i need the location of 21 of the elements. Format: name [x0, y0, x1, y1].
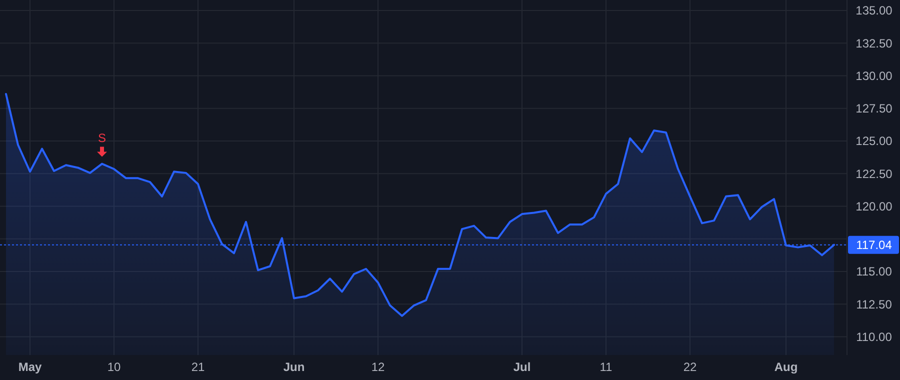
x-tick-label: Jun: [283, 360, 305, 374]
x-tick-label: May: [18, 360, 42, 374]
y-tick-label: 135.00: [856, 4, 893, 18]
x-tick-label: 21: [191, 360, 205, 374]
x-tick-label: 11: [600, 360, 613, 374]
ref-line-label: 117.04: [856, 238, 892, 252]
y-tick-label: 112.50: [856, 297, 892, 312]
y-tick-label: 132.50: [856, 36, 893, 50]
x-tick-label: Aug: [774, 360, 798, 374]
x-tick-label: Jul: [513, 360, 531, 374]
x-tick-label: 12: [371, 360, 385, 374]
y-tick-label: 130.00: [856, 68, 893, 83]
x-tick-label: 22: [683, 360, 697, 374]
x-tick-label: 10: [107, 360, 121, 374]
y-tick-label: 110.00: [856, 330, 892, 344]
y-tick-label: 120.00: [856, 199, 893, 214]
annotation: S: [98, 130, 106, 145]
y-tick-label: 127.50: [856, 102, 893, 116]
y-tick-label: 125.00: [856, 134, 893, 148]
y-tick-label: 115.00: [856, 264, 892, 279]
y-tick-label: 122.50: [856, 166, 893, 181]
